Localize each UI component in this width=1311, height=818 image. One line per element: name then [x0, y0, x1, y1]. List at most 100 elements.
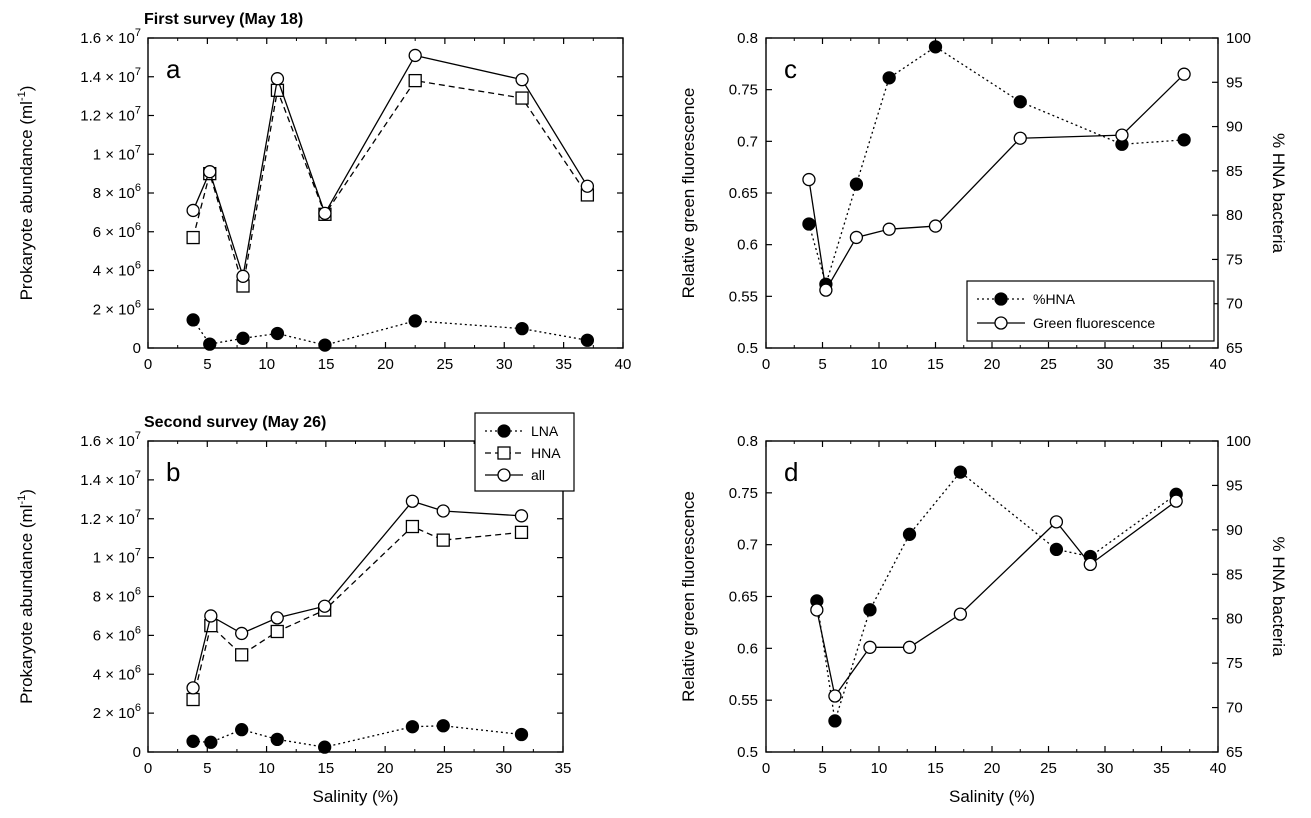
y-tick-label: 0.7 — [737, 537, 758, 554]
y2-tick-label: 65 — [1226, 340, 1243, 357]
series-green-fluorescence — [802, 67, 1191, 297]
y-tick-label: 1.2 × 107 — [80, 508, 141, 528]
chart-panel-d: 0 5 10 15 20 25 30 35 40 0.5 0.55 0.6 0.65 0.7 0.75 0.8… — [679, 433, 1288, 806]
legend-marker — [497, 424, 511, 438]
y-axis-label: Prokaryote abundance (ml-1) — [16, 86, 36, 301]
y2-tick-label: 70 — [1226, 700, 1243, 717]
x-tick-label: 5 — [818, 356, 826, 373]
y2-axis-label: % HNA bacteria — [1269, 133, 1288, 254]
y-tick-label: 1.2 × 107 — [80, 105, 141, 125]
data-point — [235, 626, 249, 641]
y2-tick-label: 100 — [1226, 30, 1251, 47]
y-tick-label: 4 × 106 — [93, 260, 141, 280]
y-axis-label: Relative green fluorescence — [679, 491, 698, 702]
series-line — [192, 525, 522, 700]
data-point — [515, 321, 529, 336]
data-point — [515, 73, 529, 87]
legend-label: Green fluorescence — [1033, 315, 1155, 331]
data-point — [953, 465, 968, 479]
data-point — [408, 48, 422, 63]
y-tick-label: 1.6 × 107 — [80, 430, 141, 450]
data-point — [928, 40, 943, 54]
x-tick-label: 35 — [555, 356, 572, 373]
x-tick-label: 40 — [615, 356, 632, 373]
panel-letter: d — [784, 457, 798, 487]
series--hna — [810, 465, 1183, 728]
data-point — [186, 692, 200, 707]
legend-label: LNA — [531, 423, 559, 439]
data-point — [186, 734, 200, 748]
data-point — [270, 624, 284, 639]
y-tick-label: 1.6 × 107 — [80, 27, 141, 47]
x-tick-label: 15 — [927, 760, 944, 777]
legend-box — [474, 412, 575, 492]
y2-axis-label: % HNA bacteria — [1269, 537, 1288, 658]
y-tick-label: 0.75 — [729, 82, 758, 99]
data-point — [235, 648, 249, 662]
y-tick-label: 0 — [133, 744, 141, 761]
data-point — [186, 681, 200, 695]
y-tick-label: 0.55 — [729, 288, 758, 305]
y-tick-label: 4 × 106 — [93, 663, 141, 683]
y2-tick-label: 80 — [1226, 207, 1243, 224]
data-point — [828, 689, 842, 703]
data-point — [204, 735, 218, 749]
x-tick-label: 25 — [1040, 760, 1057, 777]
data-point — [1177, 133, 1191, 147]
y2-tick-label: 85 — [1226, 163, 1243, 180]
data-point — [270, 72, 285, 86]
legend-marker — [497, 468, 511, 482]
data-point — [405, 519, 420, 534]
legend: LNA HNA all — [474, 412, 575, 492]
x-axis-label: Salinity (%) — [949, 787, 1035, 806]
data-point — [1177, 67, 1191, 81]
y-tick-label: 0.8 — [737, 30, 758, 47]
series-hna — [186, 73, 595, 293]
y-tick-label: 0.65 — [729, 185, 758, 202]
x-tick-label: 20 — [984, 356, 1001, 373]
data-point — [802, 217, 816, 231]
y-tick-label: 6 × 106 — [93, 624, 141, 644]
data-point — [405, 720, 420, 734]
y-tick-label: 1.4 × 107 — [80, 469, 141, 489]
series-line — [192, 319, 588, 346]
data-point — [318, 206, 332, 220]
x-tick-label: 30 — [1097, 356, 1114, 373]
data-point — [436, 719, 450, 733]
data-point — [186, 203, 200, 218]
x-tick-label: 10 — [871, 760, 888, 777]
y2-tick-label: 65 — [1226, 744, 1243, 761]
x-tick-label: 15 — [927, 356, 944, 373]
plot-frame — [765, 440, 1219, 753]
y-tick-label: 8 × 106 — [93, 586, 141, 606]
x-tick-label: 5 — [203, 356, 211, 373]
x-tick-label: 30 — [1097, 760, 1114, 777]
y-tick-label: 1 × 107 — [93, 547, 141, 567]
y-tick-label: 0.6 — [737, 237, 758, 254]
data-point — [270, 732, 284, 747]
y-tick-label: 0.65 — [729, 589, 758, 606]
series-line — [808, 73, 1185, 293]
series-hna — [186, 519, 529, 707]
x-tick-label: 15 — [318, 356, 335, 373]
x-tick-label: 5 — [818, 760, 826, 777]
series-lna — [186, 313, 595, 352]
data-point — [408, 314, 422, 328]
plot-frame — [147, 37, 624, 349]
y-tick-label: 0.55 — [729, 692, 758, 709]
x-tick-label: 10 — [258, 760, 275, 777]
y-tick-label: 1.4 × 107 — [80, 66, 141, 86]
x-tick-label: 25 — [1040, 356, 1057, 373]
y2-tick-label: 90 — [1226, 119, 1243, 136]
data-point — [405, 494, 420, 508]
series-all — [186, 48, 595, 283]
series-line — [808, 46, 1185, 287]
data-point — [203, 337, 217, 351]
data-point — [810, 603, 824, 617]
y-tick-label: 0.75 — [729, 485, 758, 502]
y-tick-label: 0 — [133, 340, 141, 357]
survey-title: First survey (May 18) — [144, 11, 303, 28]
y-axis-label: Prokaryote abundance (ml-1) — [16, 489, 36, 704]
chart-panel-a: 0 5 10 15 20 25 30 35 40 0 2 × 106 4 × 106 6 × 106 8 … — [16, 11, 631, 373]
